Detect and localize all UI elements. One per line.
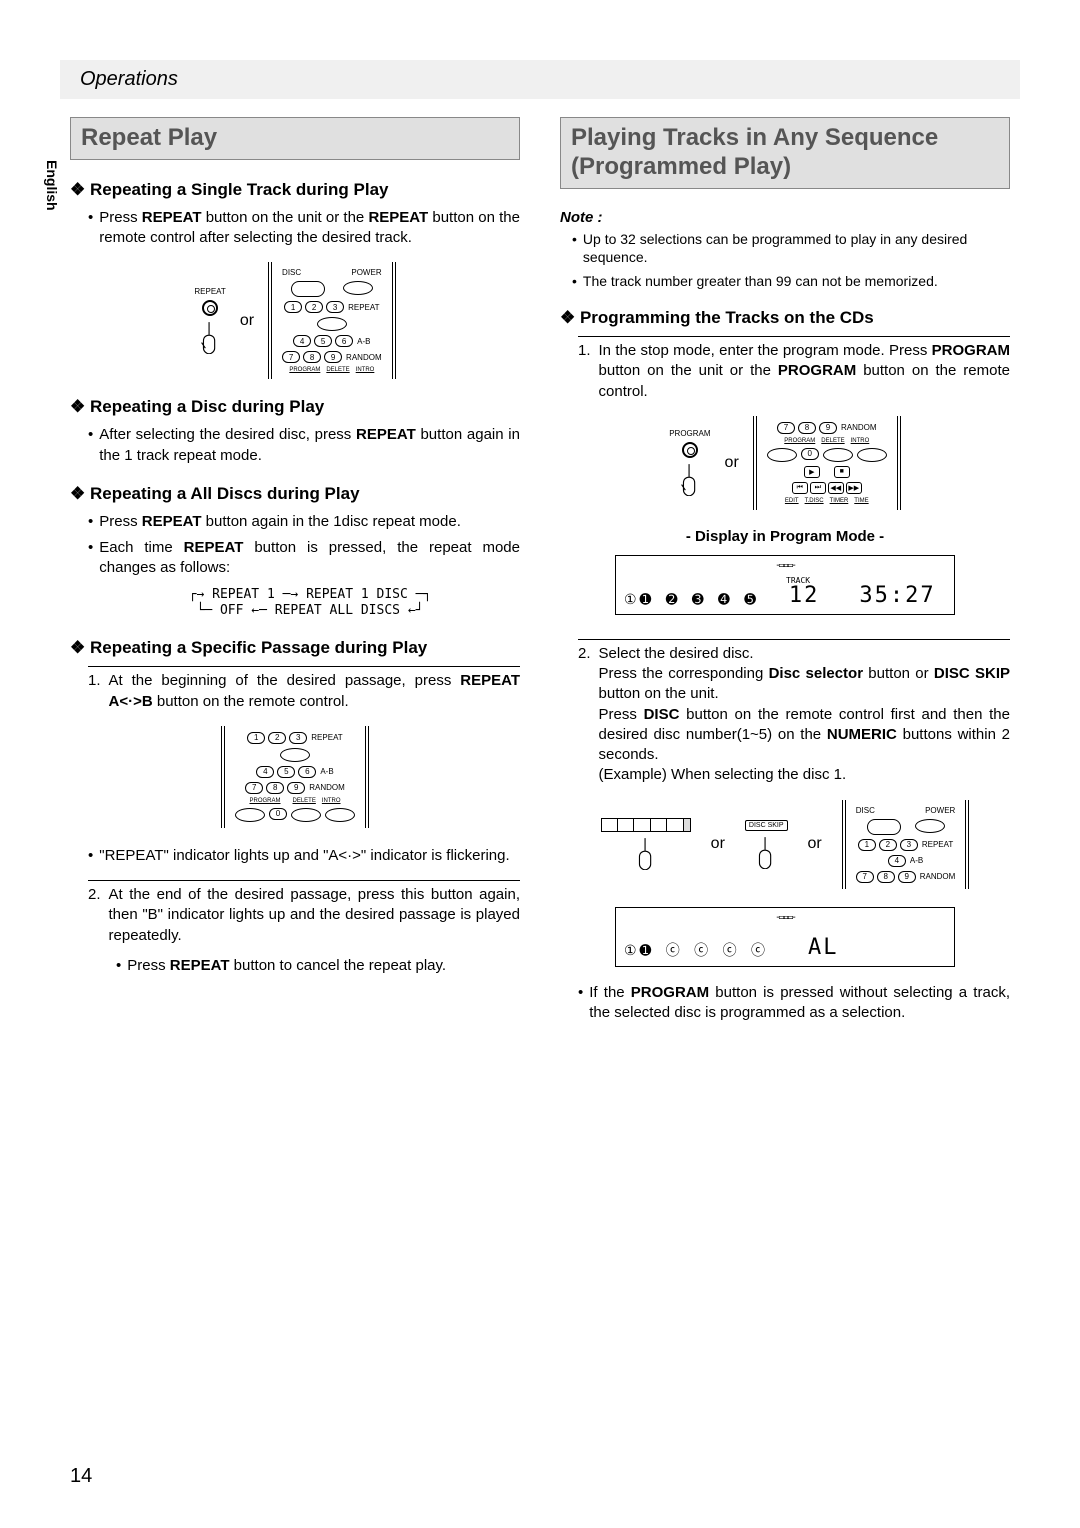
text-disc-repeat: After selecting the desired disc, press … [88,425,520,466]
remote-keypad-icon: DISCPOWER 123REPEAT 456A-B 789RANDOM PRO… [268,262,396,379]
or-label-3: or [711,835,725,853]
step-1-program: 1.In the stop mode, enter the program mo… [578,336,1010,402]
figure-disc-select: or DISC SKIP or DISCPOWER 123REPEAT 4A-B… [560,800,1010,889]
heading-programming: Programming the Tracks on the CDs [560,308,1010,328]
step-2-passage: 2.At the end of the desired passage, pre… [88,880,520,946]
text-program-no-track: If the PROGRAM button is pressed without… [578,983,1010,1024]
program-button-icon [682,442,698,458]
disc-selector-buttons [601,818,691,832]
page-number: 14 [70,1465,92,1488]
text-all-discs-1: Press REPEAT button again in the 1disc r… [88,512,520,532]
text-press-repeat: Press REPEAT button on the unit or the R… [88,208,520,249]
or-label-4: or [808,835,822,853]
section-title-program: Playing Tracks in Any Sequence (Programm… [560,117,1010,189]
remote-program-icon: 789RANDOM PROGRAMDELETEINTRO 0 ▶■ ⏮⏭◀◀▶▶… [753,416,901,510]
disc-skip-button: DISC SKIP [745,820,788,831]
note-2: The track number greater than 99 can not… [572,272,1010,290]
repeat-cycle-diagram: ┌→ REPEAT 1 ─→ REPEAT 1 DISC ─┐ └─ OFF ←… [100,587,520,621]
text-ab-indicator: "REPEAT" indicator lights up and "A<·>" … [88,846,520,866]
page-header: Operations [60,60,1020,99]
hand-icon [196,320,224,354]
remote-disc-icon: DISCPOWER 123REPEAT 4A-B 789RANDOM [842,800,970,889]
note-title: Note : [560,209,1010,226]
label-repeat: REPEAT [194,287,225,296]
figure-program-button: PROGRAM or 789RANDOM PROGRAMDELETEINTRO … [560,416,1010,510]
or-label-2: or [725,454,739,472]
text-all-discs-2: Each time REPEAT button is pressed, the … [88,538,520,579]
note-1: Up to 32 selections can be programmed to… [572,230,1010,266]
hand-icon [752,835,780,869]
label-program: PROGRAM [669,429,710,438]
figure-repeat-unit-remote: REPEAT or DISCPOWER 123REPEAT 456A-B 789… [70,262,520,379]
section-title-repeat: Repeat Play [70,117,520,160]
step-2-program: 2. Select the desired disc. Press the co… [578,639,1010,786]
or-label: or [240,312,254,330]
left-column: Repeat Play Repeating a Single Track dur… [70,117,520,1029]
heading-all-discs: Repeating a All Discs during Play [70,484,520,504]
display-panel-2: -▭▭▭- ①➊ ⓒ ⓒ ⓒ ⓒ AL [615,907,955,967]
right-column: Playing Tracks in Any Sequence (Programm… [560,117,1010,1029]
hand-icon [632,836,660,870]
heading-passage: Repeating a Specific Passage during Play [70,638,520,658]
text-cancel-repeat: Press REPEAT button to cancel the repeat… [116,956,520,976]
repeat-button-icon [202,300,218,316]
display-panel-1: -▭▭▭- ①➊ ➋ ➌ ➍ ➎ TRACK 12 35:27 [615,555,955,615]
figure-ab-remote: 123REPEAT 456A-B 789RANDOM PROGRAMDELETE… [70,726,520,828]
display-caption: - Display in Program Mode - [560,528,1010,545]
heading-single-track: Repeating a Single Track during Play [70,180,520,200]
heading-disc: Repeating a Disc during Play [70,397,520,417]
hand-icon [676,462,704,496]
language-tab: English [44,160,60,211]
step-1-passage: 1.At the beginning of the desired passag… [88,666,520,712]
